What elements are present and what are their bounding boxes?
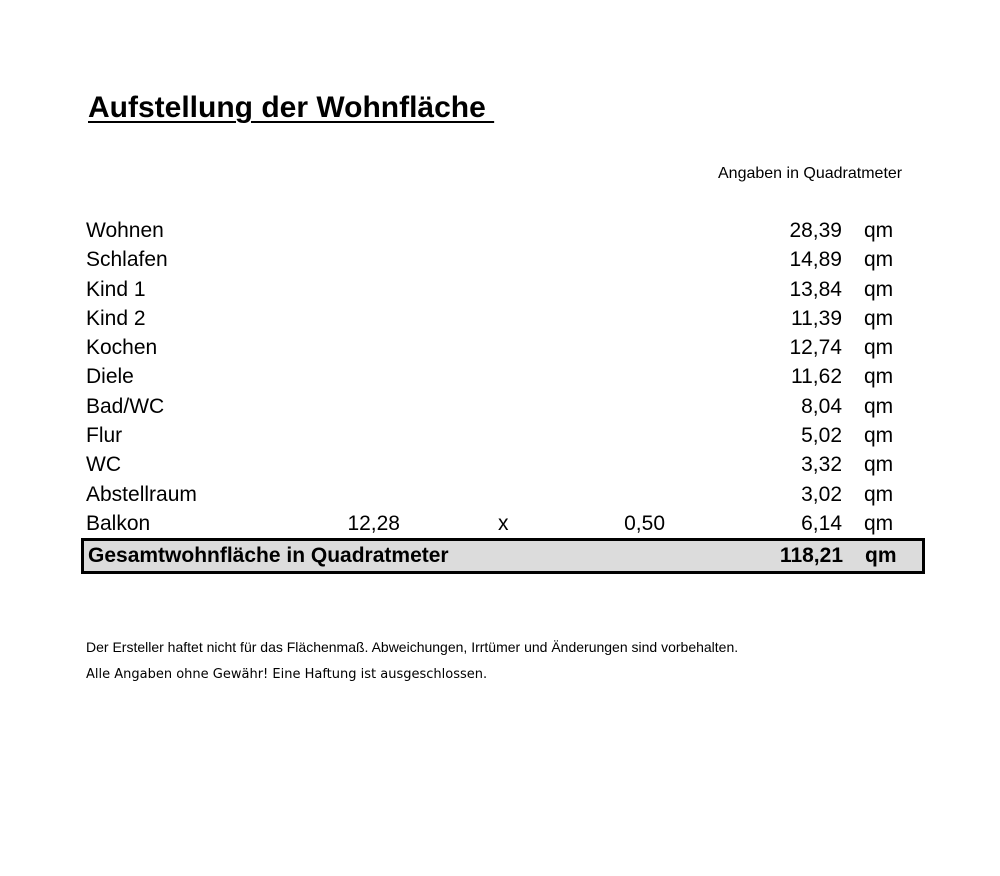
table-row: Flur 5,02 qm xyxy=(86,421,926,450)
total-value: 118,21 xyxy=(779,544,843,567)
multiply-sign: x xyxy=(498,511,509,535)
area-value: 28,39 xyxy=(789,219,842,242)
area-value: 11,39 xyxy=(791,306,842,330)
area-unit: qm xyxy=(864,394,894,418)
total-label: Gesamtwohnfläche in Quadratmeter xyxy=(88,544,449,567)
room-name: Diele xyxy=(86,365,134,389)
table-row: Kind 1 13,84 qm xyxy=(86,275,926,304)
table-row: Bad/WC 8,04 qm xyxy=(86,392,926,421)
area-value: 13,84 xyxy=(789,277,842,301)
area-unit: qm xyxy=(864,453,894,477)
table-row: Diele 11,62 qm xyxy=(86,362,926,391)
area-value: 3,02 xyxy=(801,482,842,506)
room-name: WC xyxy=(86,453,121,477)
area-unit: qm xyxy=(864,482,894,506)
area-value: 12,74 xyxy=(789,336,842,360)
table-row: Kind 2 11,39 qm xyxy=(86,304,926,333)
table-row: WC 3,32 qm xyxy=(86,450,926,479)
area-unit: qm xyxy=(864,277,894,301)
room-name: Flur xyxy=(86,424,123,448)
room-name: Kochen xyxy=(86,336,158,360)
area-value: 11,62 xyxy=(791,365,842,389)
area-value: 8,04 xyxy=(801,394,842,418)
area-unit: qm xyxy=(864,336,894,360)
room-name: Wohnen xyxy=(86,219,164,242)
page-title: Aufstellung der Wohnfläche xyxy=(88,91,495,124)
disclaimer-no-warranty: Alle Angaben ohne Gewähr! Eine Haftung i… xyxy=(86,667,488,682)
reduction-factor: 0,50 xyxy=(624,511,665,535)
room-name: Kind 1 xyxy=(86,277,146,301)
room-name: Kind 2 xyxy=(86,306,146,330)
area-value: 5,02 xyxy=(801,424,842,448)
area-unit: qm xyxy=(864,306,894,330)
area-unit: qm xyxy=(864,248,894,272)
room-name: Abstellraum xyxy=(86,482,197,506)
room-name: Schlafen xyxy=(86,248,168,272)
area-value: 3,32 xyxy=(801,453,842,477)
table-row: Wohnen 28,39 qm xyxy=(86,216,926,245)
total-row: Gesamtwohnfläche in Quadratmeter 118,21 … xyxy=(81,538,925,574)
area-unit: qm xyxy=(864,219,894,242)
room-name: Balkon xyxy=(86,511,151,535)
room-name: Bad/WC xyxy=(86,394,165,418)
area-unit: qm xyxy=(864,365,894,389)
area-value: 6,14 xyxy=(801,511,842,535)
area-value: 14,89 xyxy=(789,248,842,272)
total-unit: qm xyxy=(865,544,897,567)
area-unit: qm xyxy=(864,424,894,448)
area-table: Wohnen 28,39 qm Schlafen 14,89 qm Kind 1 13,84 q… xyxy=(86,216,926,538)
unit-note: Angaben in Quadratmeter xyxy=(718,165,903,182)
length-factor: 12,28 xyxy=(347,511,400,535)
table-row: Kochen 12,74 qm xyxy=(86,333,926,362)
table-row: Balkon 12,28 x 0,50 6,14 qm xyxy=(86,509,926,538)
table-row: Abstellraum 3,02 qm xyxy=(86,480,926,509)
area-unit: qm xyxy=(864,511,894,535)
disclaimer-liability: Der Ersteller haftet nicht für das Fläch… xyxy=(86,639,739,655)
table-row: Schlafen 14,89 qm xyxy=(86,245,926,274)
